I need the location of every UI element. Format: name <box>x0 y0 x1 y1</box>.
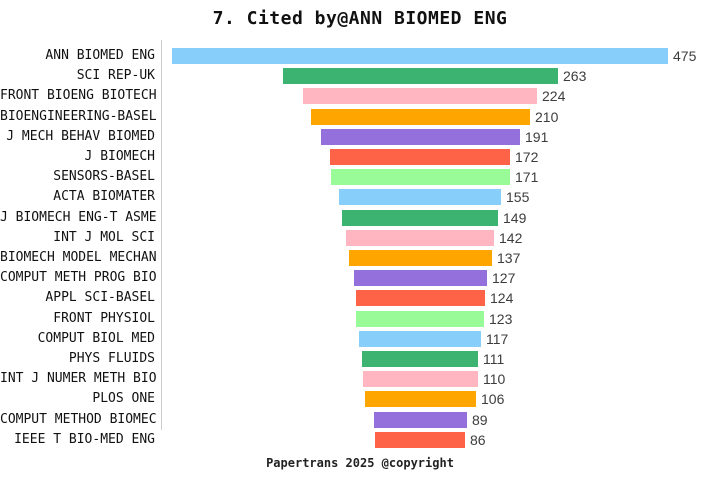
category-label: J BIOMECH <box>84 149 155 164</box>
category-label: COMPUT METHOD BIOMEC <box>0 412 157 427</box>
bar <box>359 331 481 347</box>
bar <box>349 250 492 266</box>
copyright-footer: Papertrans 2025 @copyright <box>266 456 454 470</box>
value-label: 127 <box>492 270 516 286</box>
bar <box>311 109 530 125</box>
value-label: 142 <box>499 230 523 246</box>
category-label: APPL SCI-BASEL <box>45 290 155 305</box>
category-label: J MECH BEHAV BIOMED <box>6 129 155 144</box>
value-label: 110 <box>483 371 506 387</box>
category-label: COMPUT BIOL MED <box>37 331 155 346</box>
bar <box>172 48 668 64</box>
value-label: 117 <box>486 331 509 347</box>
category-label: FRONT PHYSIOL <box>53 311 155 326</box>
value-label: 124 <box>490 290 514 306</box>
value-label: 86 <box>470 432 486 448</box>
value-label: 111 <box>483 351 505 367</box>
category-label: PLOS ONE <box>92 391 155 406</box>
category-label: J BIOMECH ENG-T ASME <box>0 210 157 225</box>
category-label: SENSORS-BASEL <box>53 169 155 184</box>
value-label: 263 <box>563 68 587 84</box>
value-label: 172 <box>515 149 539 165</box>
value-label: 191 <box>525 129 549 145</box>
bar <box>342 210 498 226</box>
category-label: INT J MOL SCI <box>53 230 155 245</box>
bar <box>363 371 478 387</box>
bar <box>365 391 476 407</box>
bar <box>354 270 487 286</box>
category-label: COMPUT METH PROG BIO <box>0 270 157 285</box>
bar <box>356 311 484 327</box>
category-label: SCI REP-UK <box>76 68 155 83</box>
bar <box>374 412 467 428</box>
bar <box>356 290 485 306</box>
value-label: 149 <box>503 210 527 226</box>
bar <box>321 129 520 145</box>
category-label: BIOMECH MODEL MECHAN <box>0 250 157 265</box>
category-label: ACTA BIOMATER <box>53 189 155 204</box>
bar <box>375 432 465 448</box>
bar <box>331 169 510 185</box>
bar <box>346 230 494 246</box>
value-label: 224 <box>542 88 566 104</box>
category-label: PHYS FLUIDS <box>68 351 155 366</box>
category-label: IEEE T BIO-MED ENG <box>14 432 155 447</box>
category-label: FRONT BIOENG BIOTECH <box>0 88 157 103</box>
bar <box>362 351 478 367</box>
bar <box>303 88 537 104</box>
value-label: 123 <box>489 311 513 327</box>
value-label: 137 <box>497 250 521 266</box>
bar <box>330 149 510 165</box>
y-axis-line <box>161 40 162 430</box>
category-label: ANN BIOMED ENG <box>45 48 155 63</box>
value-label: 155 <box>506 189 530 205</box>
bar <box>283 68 558 84</box>
category-label: BIOENGINEERING-BASEL <box>0 109 157 124</box>
category-label: INT J NUMER METH BIO <box>0 371 157 386</box>
value-label: 89 <box>472 412 488 428</box>
chart-title: 7. Cited by@ANN BIOMED ENG <box>212 8 508 29</box>
value-label: 210 <box>535 109 559 125</box>
value-label: 475 <box>673 48 697 64</box>
value-label: 106 <box>481 391 505 407</box>
bar <box>339 189 501 205</box>
value-label: 171 <box>515 169 539 185</box>
